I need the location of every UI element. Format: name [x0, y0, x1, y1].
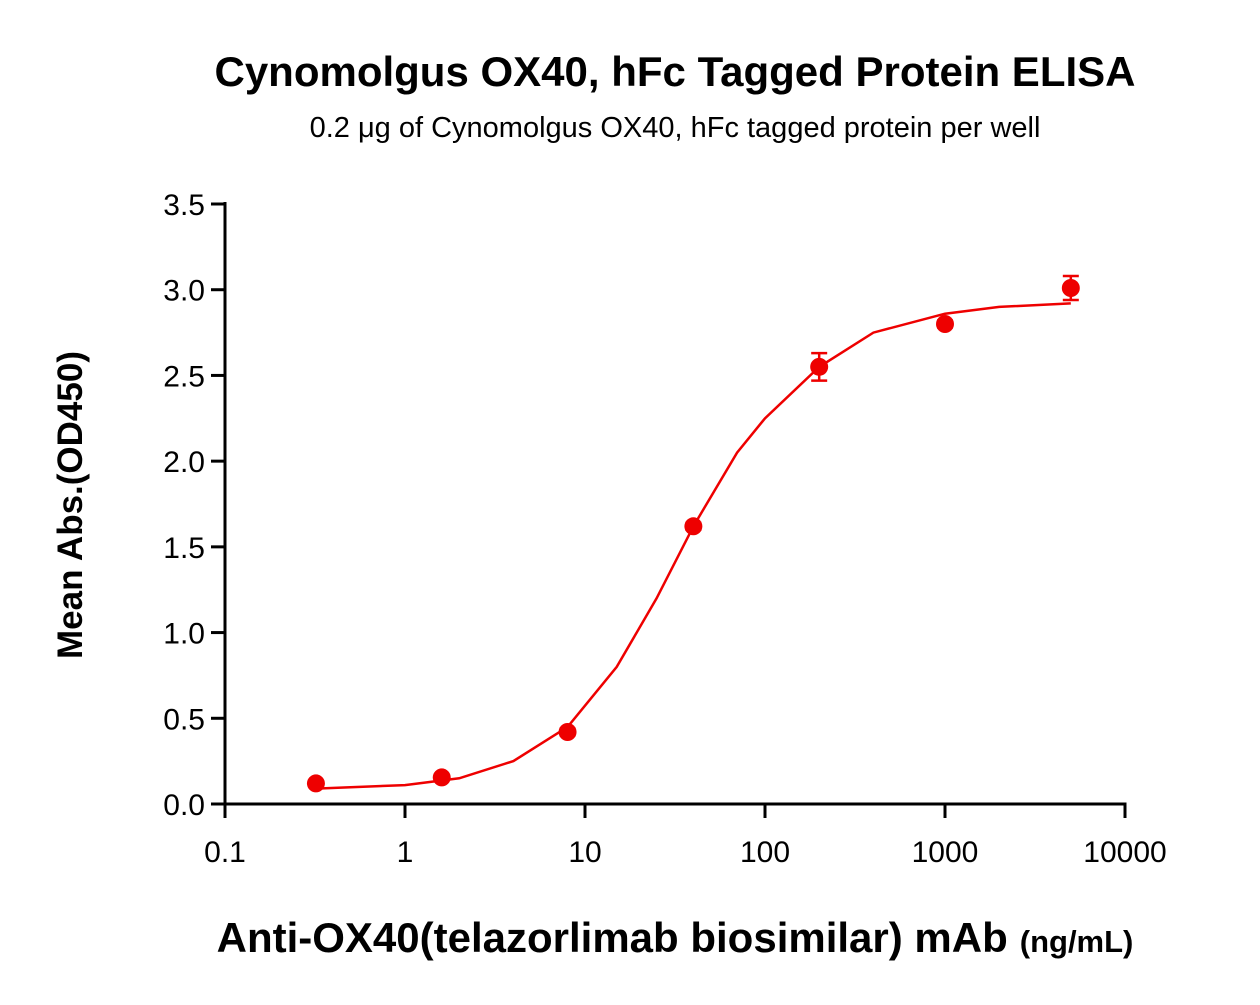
y-tick-label: 2.0: [163, 446, 205, 479]
data-point: [810, 357, 829, 376]
x-tick-label: 1: [397, 836, 414, 869]
x-axis-title: Anti-OX40(telazorlimab biosimilar) mAb: [217, 914, 1008, 961]
fit-curve: [315, 302, 1071, 790]
y-tick-label: 3.0: [163, 275, 205, 308]
x-axis-unit: (ng/mL): [1020, 924, 1134, 959]
data-point: [306, 774, 325, 793]
y-tick-label: 0.5: [163, 703, 205, 736]
x-tick-label: 10: [568, 836, 601, 869]
data-point: [558, 723, 577, 741]
y-tick-label: 1.0: [163, 618, 205, 651]
y-tick-label: 0.0: [163, 789, 205, 822]
x-tick-label: 10000: [1083, 836, 1166, 869]
data-point: [936, 315, 954, 333]
x-tick-label: 0.1: [204, 836, 246, 869]
y-axis-label: Mean Abs.(OD450): [51, 351, 90, 659]
data-point: [684, 517, 703, 536]
chart-subtitle: 0.2 μg of Cynomolgus OX40, hFc tagged pr…: [310, 112, 1041, 144]
y-tick-label: 2.5: [163, 360, 205, 393]
y-tick-label: 1.5: [163, 532, 205, 565]
x-axis-label: Anti-OX40(telazorlimab biosimilar) mAb (n…: [217, 914, 1134, 961]
data-point: [1061, 279, 1080, 297]
x-tick-label: 100: [740, 836, 790, 869]
y-tick-label: 3.5: [163, 189, 205, 222]
x-tick-label: 1000: [912, 836, 979, 869]
chart-title: Cynomolgus OX40, hFc Tagged Protein ELIS…: [214, 48, 1135, 95]
data-point: [432, 768, 451, 787]
